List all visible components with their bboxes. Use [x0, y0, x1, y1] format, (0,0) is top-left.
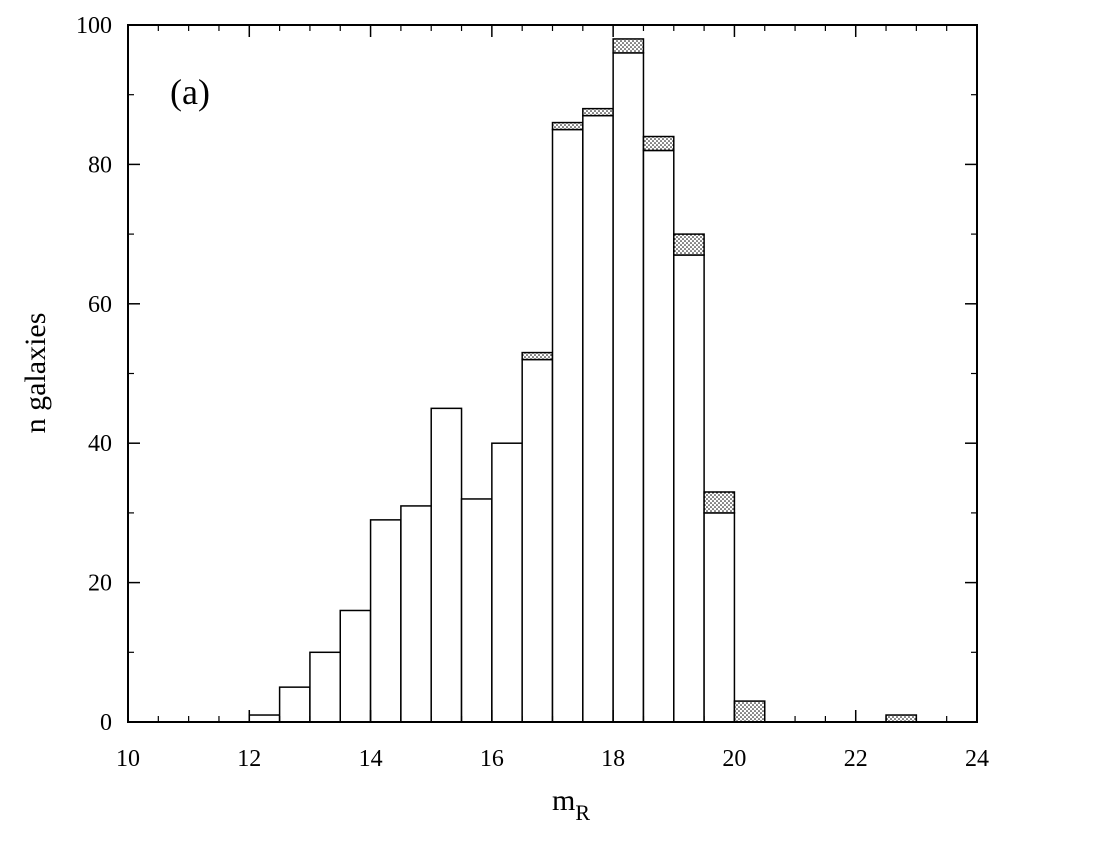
x-tick-label: 12 — [237, 746, 261, 772]
bar-lower — [551, 128, 584, 723]
y-tick-label: 20 — [88, 571, 112, 597]
y-tick-label: 0 — [100, 710, 112, 736]
bar-lower — [642, 149, 675, 723]
bar-lower — [582, 114, 614, 723]
bar-lower — [612, 52, 645, 723]
axis-ticks: 10 12 14 16 18 20 22 24 0 20 40 60 80 100 — [76, 13, 989, 772]
bar-upper — [551, 121, 584, 131]
bar-upper — [733, 700, 766, 723]
panel-label: (a) — [170, 72, 210, 112]
x-axis-title: mR — [552, 784, 590, 825]
x-tick-label: 16 — [480, 746, 504, 772]
x-tick-label: 20 — [722, 746, 746, 772]
x-axis-title-main: m — [552, 784, 575, 817]
bar-lower — [309, 651, 341, 723]
x-tick-label: 24 — [965, 746, 989, 772]
bar-upper — [642, 135, 675, 152]
bar-lower — [400, 505, 432, 723]
y-axis-title: n galaxies — [19, 313, 52, 434]
bar-lower — [491, 442, 523, 723]
x-tick-label: 18 — [601, 746, 625, 772]
bar-lower — [673, 254, 705, 723]
y-tick-label: 80 — [88, 152, 112, 178]
x-axis-title-subscript: R — [575, 800, 590, 825]
bar-lower — [339, 609, 372, 723]
bar-upper — [582, 107, 614, 117]
x-tick-label: 22 — [844, 746, 868, 772]
bar-lower — [278, 686, 311, 723]
bars-group — [248, 38, 918, 723]
bar-upper — [703, 491, 736, 514]
bar-lower — [460, 498, 493, 723]
y-tick-label: 60 — [88, 292, 112, 318]
bar-lower — [248, 714, 281, 723]
bar-lower — [369, 519, 402, 723]
bar-upper — [673, 233, 705, 256]
bar-upper — [885, 714, 918, 723]
bar-upper — [612, 38, 645, 54]
x-tick-label: 14 — [359, 746, 383, 772]
bar-lower — [521, 358, 554, 723]
y-tick-label: 40 — [88, 431, 112, 457]
x-tick-label: 10 — [116, 746, 140, 772]
bar-upper — [521, 351, 554, 361]
bar-lower — [703, 512, 736, 723]
y-tick-label: 100 — [76, 13, 112, 39]
bar-lower — [430, 407, 463, 723]
